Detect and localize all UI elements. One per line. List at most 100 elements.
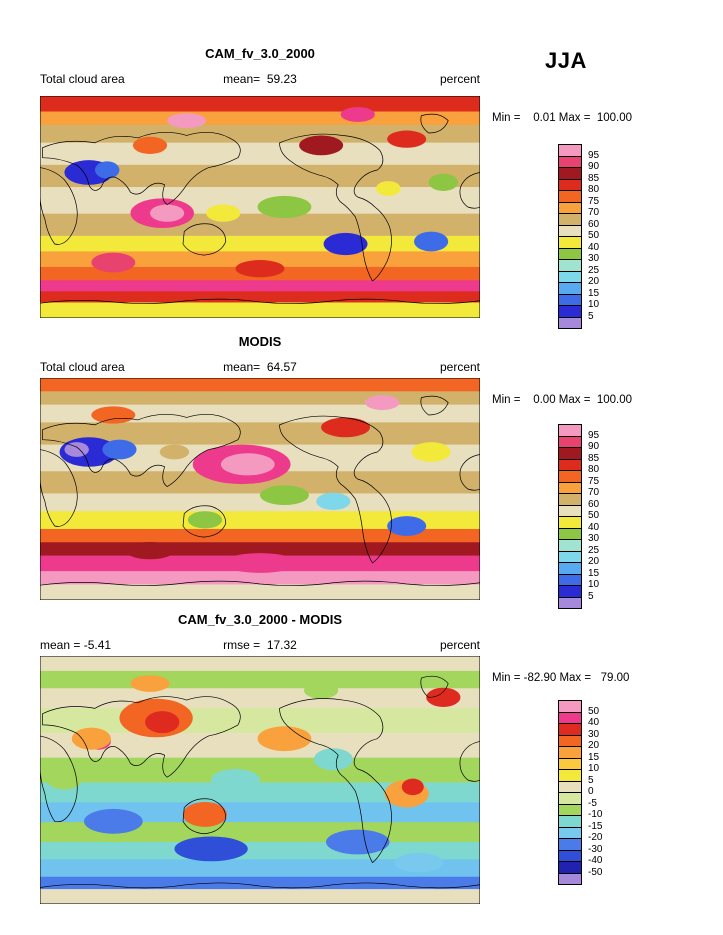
colorbar-tick-label: 80 xyxy=(588,464,600,475)
panel-diff-stats-row: mean = -5.41 rmse = 17.32 percent xyxy=(40,638,480,652)
variable-label: Total cloud area xyxy=(40,360,125,374)
colorbar-tick-label: 70 xyxy=(588,207,600,218)
colorbar-tick-label: 10 xyxy=(588,579,600,590)
colorbar-tick-label: 5 xyxy=(588,774,594,786)
colorbar-cam: 95 90 85 80 75 70 60 50 40 30 25 20 15 10 5 xyxy=(558,144,638,329)
colorbar-tick-label: 40 xyxy=(588,521,600,533)
colorbar-tick-label: 80 xyxy=(588,184,600,195)
colorbar-cell xyxy=(559,585,581,597)
colorbar-cell xyxy=(559,539,581,551)
mean-label: mean= 59.23 xyxy=(223,72,297,86)
colorbar-tick-label: 95 xyxy=(588,429,600,441)
mean-label: mean = -5.41 xyxy=(40,638,112,652)
colorbar-tick-label: 15 xyxy=(588,287,600,299)
colorbar-cell xyxy=(559,224,581,236)
colorbar-tick-label: 30 xyxy=(588,253,600,264)
colorbar-tick-label: -30 xyxy=(588,843,603,855)
colorbar-tick-label: 90 xyxy=(588,441,600,452)
colorbar-cell xyxy=(559,723,581,735)
minmax-label: Min = 0.00 Max = 100.00 xyxy=(492,394,632,406)
colorbar-cell xyxy=(559,527,581,539)
colorbar-tick-label: 20 xyxy=(588,556,600,567)
colorbar-tick-label: 25 xyxy=(588,544,600,556)
colorbar-diff: 50 40 30 20 15 10 5 0 -5 -10 -15 -20 -30 -40 -50 xyxy=(558,700,638,885)
colorbar-tick-label: 15 xyxy=(588,567,600,579)
colorbar-cell xyxy=(559,826,581,838)
minmax-label: Min = -82.90 Max = 79.00 xyxy=(492,672,630,684)
colorbar-cell xyxy=(559,247,581,259)
colorbar-cell xyxy=(559,838,581,850)
colorbar-cell xyxy=(559,236,581,248)
colorbar-cell xyxy=(559,872,581,884)
colorbar-tick-label: -50 xyxy=(588,866,603,878)
colorbar-tick-label: -40 xyxy=(588,855,603,866)
colorbar-cell xyxy=(559,425,581,436)
colorbar-cell xyxy=(559,746,581,758)
colorbar-cell xyxy=(559,769,581,781)
colorbar-tick-label: 70 xyxy=(588,487,600,498)
panel-cam-title: CAM_fv_3.0_2000 xyxy=(205,46,315,61)
colorbar-tick-label: 15 xyxy=(588,751,600,763)
colorbar-modis: 95 90 85 80 75 70 60 50 40 30 25 20 15 10 5 xyxy=(558,424,638,609)
colorbar-cell xyxy=(559,145,581,156)
colorbar-cell xyxy=(559,282,581,294)
panel-diff-title: CAM_fv_3.0_2000 - MODIS xyxy=(177,612,342,627)
colorbar-cell xyxy=(559,562,581,574)
colorbar-cell xyxy=(559,815,581,827)
colorbar-cell xyxy=(559,458,581,470)
colorbar-cell xyxy=(559,701,581,712)
map-plot-diff xyxy=(40,656,480,904)
colorbar-tick-label: 60 xyxy=(588,498,600,510)
colorbar-cell xyxy=(559,270,581,282)
colorbar-tick-label: 75 xyxy=(588,195,600,207)
variable-label: Total cloud area xyxy=(40,72,125,86)
panel-cam-stats-row: Total cloud area mean= 59.23 percent xyxy=(40,72,480,86)
colorbar-cell xyxy=(559,259,581,271)
colorbar-tick-label: 30 xyxy=(588,533,600,544)
colorbar-tick-label: 50 xyxy=(588,510,600,521)
colorbar-tick-label: 10 xyxy=(588,763,600,774)
colorbar-tick-label: -20 xyxy=(588,832,603,843)
colorbar-cells xyxy=(558,144,582,329)
colorbar-cell xyxy=(559,792,581,804)
colorbar-tick-label: 5 xyxy=(588,310,594,322)
colorbar-cell xyxy=(559,849,581,861)
colorbar-tick-label: 40 xyxy=(588,717,600,728)
colorbar-cells xyxy=(558,700,582,885)
colorbar-cell xyxy=(559,316,581,328)
panel-modis-stats-row: Total cloud area mean= 64.57 percent xyxy=(40,360,480,374)
colorbar-cell xyxy=(559,504,581,516)
colorbar-cell xyxy=(559,213,581,225)
colorbar-cell xyxy=(559,596,581,608)
colorbar-cell xyxy=(559,190,581,202)
colorbar-tick-label: 30 xyxy=(588,728,600,740)
colorbar-cell xyxy=(559,803,581,815)
colorbar-tick-label: 60 xyxy=(588,218,600,230)
colorbar-cell xyxy=(559,178,581,190)
colorbar-tick-label: -15 xyxy=(588,820,603,832)
mean-label: mean= 64.57 xyxy=(223,360,297,374)
colorbar-cell xyxy=(559,293,581,305)
colorbar-tick-label: 75 xyxy=(588,475,600,487)
colorbar-cell xyxy=(559,201,581,213)
colorbar-cell xyxy=(559,516,581,528)
colorbar-tick-label: -10 xyxy=(588,809,603,820)
season-label: JJA xyxy=(545,48,587,73)
colorbar-cell xyxy=(559,447,581,459)
colorbar-cell xyxy=(559,757,581,769)
colorbar-tick-label: 85 xyxy=(588,172,600,184)
colorbar-cell xyxy=(559,155,581,167)
minmax-label: Min = 0.01 Max = 100.00 xyxy=(492,112,632,124)
colorbar-tick-label: 20 xyxy=(588,276,600,287)
colorbar-tick-label: 20 xyxy=(588,740,600,751)
colorbar-cell xyxy=(559,711,581,723)
colorbar-tick-label: 25 xyxy=(588,264,600,276)
colorbar-cell xyxy=(559,470,581,482)
colorbar-tick-label: 95 xyxy=(588,149,600,161)
panel-modis-title: MODIS xyxy=(238,334,282,349)
colorbar-tick-label: 40 xyxy=(588,241,600,253)
rmse-label: rmse = 17.32 xyxy=(223,638,297,652)
colorbar-cell xyxy=(559,734,581,746)
units-label: percent xyxy=(439,638,480,652)
units-label: percent xyxy=(439,72,480,86)
